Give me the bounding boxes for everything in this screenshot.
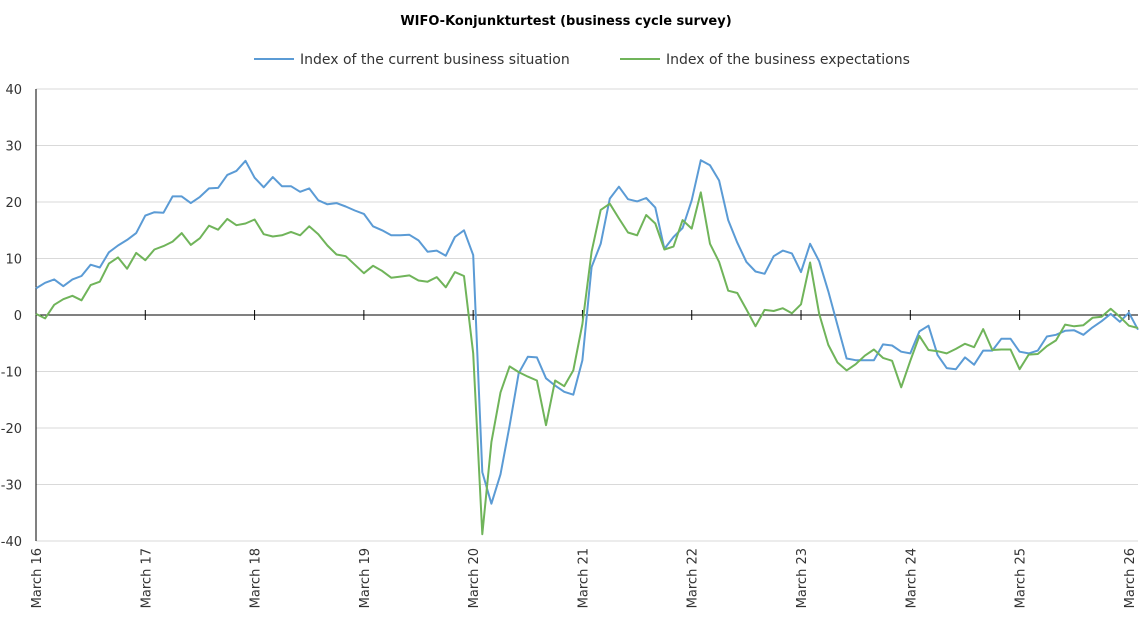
legend: Index of the current business situation … (254, 52, 910, 68)
chart-title: WIFO-Konjunkturtest (business cycle surv… (400, 14, 731, 29)
legend-label-expectations: Index of the business expectations (666, 52, 910, 68)
x-tick-label: March 21 (576, 548, 591, 608)
x-axis: March 16 March 17 March 18 March 19 March 20… (30, 310, 1138, 608)
y-tick-label: 10 (5, 253, 22, 268)
x-tick-label: March 26 (1123, 548, 1138, 608)
y-axis-ticks: 40 30 20 10 0 -10 -20 -30 -40 (1, 83, 37, 550)
y-tick-label: -20 (1, 422, 22, 437)
x-tick-label: March 19 (358, 548, 373, 608)
x-tick-label: March 22 (686, 548, 701, 608)
y-tick-label: 20 (5, 196, 22, 211)
series-line-current-situation (35, 159, 1139, 505)
y-tick-label: 30 (5, 140, 22, 155)
series-line-expectations (35, 191, 1139, 536)
x-tick-label: March 18 (249, 548, 264, 608)
legend-label-current-situation: Index of the current business situation (300, 52, 570, 68)
y-tick-label: -40 (1, 535, 22, 550)
gridlines (36, 88, 1138, 542)
x-tick-label: March 20 (467, 548, 482, 608)
y-tick-label: 40 (5, 83, 22, 98)
x-tick-label: March 16 (30, 548, 45, 608)
x-tick-label: March 25 (1014, 548, 1029, 608)
x-tick-label: March 23 (795, 548, 810, 608)
x-tick-label: March 17 (139, 548, 154, 608)
y-tick-label: 0 (14, 309, 22, 324)
series-lines (35, 159, 1139, 536)
x-tick-label: March 24 (904, 548, 919, 608)
y-tick-label: -10 (1, 366, 22, 381)
y-tick-label: -30 (1, 479, 22, 494)
